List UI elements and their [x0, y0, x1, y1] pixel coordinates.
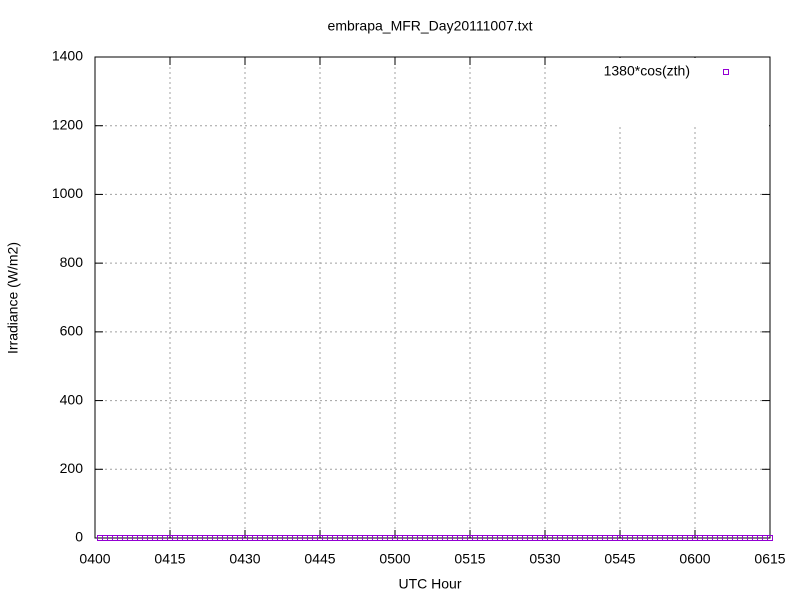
legend-background	[560, 58, 769, 127]
x-tick-label: 0530	[529, 551, 560, 567]
x-tick-label: 0400	[79, 551, 110, 567]
x-tick-label: 0545	[604, 551, 635, 567]
legend-label: 1380*cos(zth)	[604, 63, 690, 79]
y-tick-label: 1000	[52, 185, 83, 201]
y-tick-label: 600	[60, 323, 84, 339]
x-tick-label: 0600	[679, 551, 710, 567]
y-tick-label: 200	[60, 460, 84, 476]
legend-marker	[723, 69, 729, 75]
y-tick-label: 800	[60, 254, 84, 270]
x-tick-label: 0415	[154, 551, 185, 567]
chart-title: embrapa_MFR_Day20111007.txt	[328, 18, 533, 34]
x-tick-label: 0500	[379, 551, 410, 567]
x-tick-label: 0615	[754, 551, 785, 567]
x-tick-label: 0515	[454, 551, 485, 567]
y-tick-label: 0	[75, 529, 83, 545]
y-tick-label: 1400	[52, 48, 83, 64]
y-axis-label: Irradiance (W/m2)	[5, 242, 21, 354]
x-tick-label: 0430	[229, 551, 260, 567]
y-tick-label: 400	[60, 391, 84, 407]
point	[767, 535, 773, 541]
y-tick-label: 1200	[52, 116, 83, 132]
x-tick-label: 0445	[304, 551, 335, 567]
x-axis-label: UTC Hour	[398, 576, 461, 592]
